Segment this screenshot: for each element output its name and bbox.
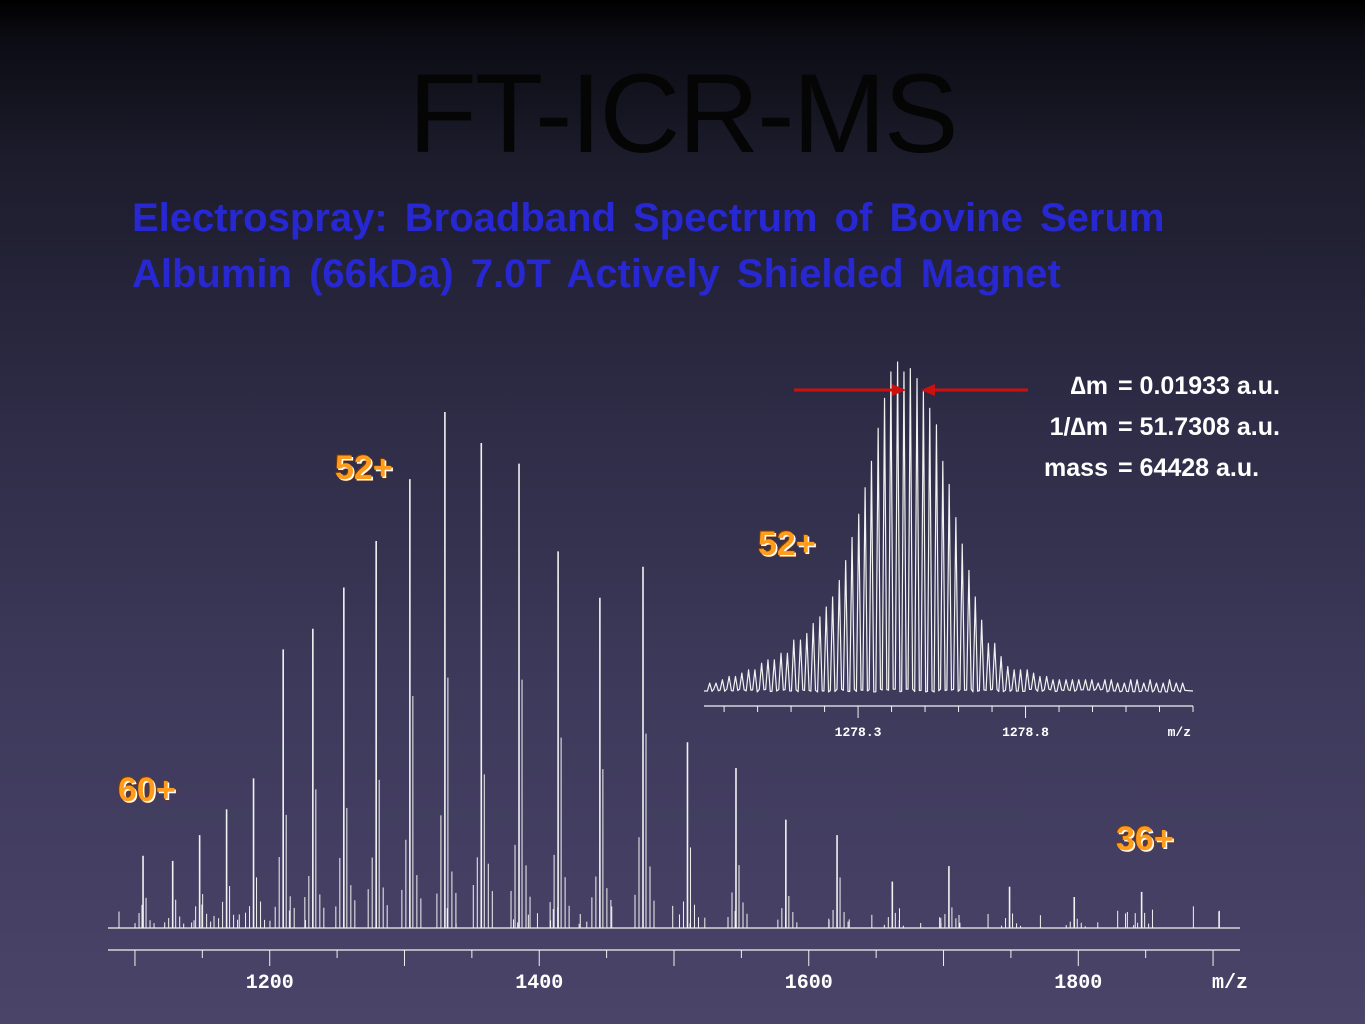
readout-row-delta-m: ∆m = 0.01933 a.u. [960, 366, 1338, 407]
slide-subtitle: Electrospray: Broadband Spectrum of Bovi… [132, 190, 1312, 302]
mass-readout: ∆m = 0.01933 a.u. 1/∆m = 51.7308 a.u. ma… [960, 366, 1338, 489]
inset-tick-label: 1278.3 [835, 725, 882, 740]
readout-label: 1/∆m [1049, 413, 1108, 441]
slide-title: FT-ICR-MS [408, 51, 958, 176]
main-tick-label: 1400 [515, 972, 563, 995]
readout-label: mass [1044, 454, 1108, 482]
arrow-head-left-icon [921, 384, 935, 396]
readout-value: = 0.01933 a.u. [1118, 372, 1280, 400]
main-x-axis-label: m/z [1212, 972, 1248, 995]
readout-label: ∆m [1070, 372, 1108, 400]
readout-value: = 51.7308 a.u. [1118, 413, 1280, 441]
charge-label-52-inset: 52+ [758, 525, 816, 563]
subtitle-line-1: Electrospray: Broadband Spectrum of Bovi… [132, 196, 1165, 240]
readout-row-inverse-delta-m: 1/∆m = 51.7308 a.u. [960, 407, 1338, 448]
inset-tick-label: 1278.8 [1002, 725, 1049, 740]
inset-x-axis-label: m/z [1168, 725, 1191, 740]
charge-label-36: 36+ [1116, 820, 1174, 858]
charge-label-60: 60+ [118, 771, 176, 809]
main-tick-label: 1800 [1054, 972, 1102, 995]
charge-label-52-main: 52+ [335, 449, 393, 487]
inset-spectrum-trace [703, 361, 1194, 693]
arrow-head-right-icon [892, 384, 906, 396]
main-tick-label: 1200 [246, 972, 294, 995]
readout-value: = 64428 a.u. [1118, 454, 1260, 482]
subtitle-line-2: Albumin (66kDa) 7.0T Actively Shielded M… [132, 252, 1061, 296]
main-tick-label: 1600 [785, 972, 833, 995]
readout-row-mass: mass = 64428 a.u. [960, 448, 1338, 489]
